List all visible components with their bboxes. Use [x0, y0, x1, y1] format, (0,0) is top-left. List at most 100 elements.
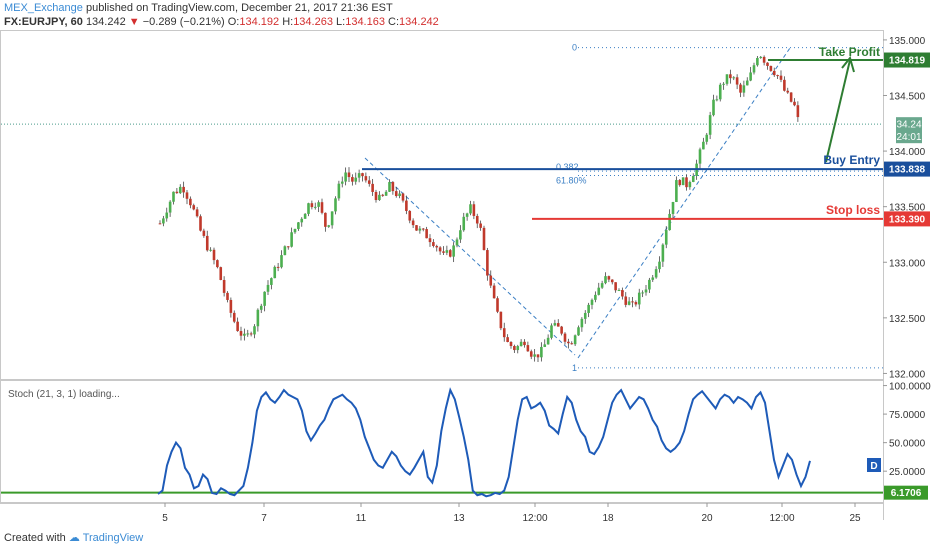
- candle-body: [745, 80, 749, 86]
- candle-body: [293, 228, 297, 233]
- candle-body: [762, 56, 766, 63]
- stoch-axis: 100.0000 75.0000 50.0000 25.0000: [883, 382, 931, 478]
- close-label: C:: [388, 16, 400, 28]
- tradingview-brand-link[interactable]: TradingView: [82, 532, 144, 544]
- candle-body: [219, 267, 223, 280]
- time-axis: 5 7 11 13 12:00 18 20 12:00 25: [162, 503, 861, 524]
- main-pane-frame: [0, 30, 884, 380]
- candle-body: [688, 181, 692, 188]
- candle-body: [691, 175, 695, 182]
- price-tick-label: 132.000: [889, 369, 926, 380]
- candle-body: [475, 215, 479, 224]
- candle-body: [192, 205, 196, 210]
- candle-body: [411, 220, 415, 226]
- candle-body: [654, 269, 658, 278]
- candle-body: [172, 191, 175, 202]
- target-arrow[interactable]: [825, 55, 855, 163]
- open-value: 134.192: [239, 16, 280, 28]
- candle-body: [253, 326, 256, 335]
- candle-body: [273, 266, 277, 279]
- last-price-text: 134.242: [85, 16, 126, 28]
- fib-label-0382: 0.382: [556, 162, 579, 172]
- chart-header: MEX_Exchange published on TradingView.co…: [0, 0, 932, 30]
- candle-body: [722, 83, 725, 85]
- candle-body: [297, 222, 300, 229]
- candle-body: [182, 186, 185, 193]
- candle-body: [729, 74, 732, 79]
- price-tick-label: 135.000: [889, 36, 926, 47]
- candle-body: [735, 77, 739, 85]
- candle-body: [361, 173, 364, 177]
- candle-body: [637, 292, 641, 305]
- candle-body: [702, 141, 705, 150]
- candle-body: [401, 193, 405, 201]
- stoch-d-label: D: [870, 461, 877, 472]
- candle-body: [560, 326, 563, 334]
- candle-body: [759, 56, 763, 59]
- stop-loss-price: 133.390: [889, 214, 926, 225]
- stoch-tick-label: 25.0000: [889, 467, 926, 478]
- candle-body: [472, 204, 476, 216]
- candle-body: [648, 279, 651, 290]
- price-axis: 135.000 134.500 134.000 133.500 133.000 132.5…: [883, 36, 926, 380]
- candle-body: [347, 172, 351, 178]
- buy-entry-price: 133.838: [889, 165, 926, 176]
- candle-body: [266, 284, 270, 292]
- stoch-pane-frame: [0, 380, 884, 503]
- low-value: 134.163: [345, 16, 385, 28]
- candle-body: [577, 327, 580, 336]
- candle-body: [303, 213, 307, 219]
- candle-body: [158, 223, 162, 225]
- candle-body: [263, 291, 266, 306]
- low-label: L:: [336, 16, 346, 28]
- price-tick-label: 133.000: [889, 258, 926, 269]
- candlestick-series: [158, 55, 800, 362]
- candle-body: [236, 321, 239, 332]
- candle-body: [178, 186, 182, 194]
- candle-body: [526, 345, 530, 352]
- candle-body: [769, 65, 773, 71]
- candle-body: [313, 206, 317, 208]
- time-tick-label: 12:00: [769, 513, 794, 524]
- candle-body: [418, 228, 422, 231]
- candle-body: [600, 283, 604, 288]
- stoch-d-badge[interactable]: D: [867, 458, 881, 472]
- candle-body: [516, 346, 520, 351]
- candle-body: [772, 70, 776, 76]
- candle-body: [384, 191, 388, 196]
- candle-body: [280, 255, 283, 268]
- candle-body: [162, 218, 165, 224]
- candle-body: [583, 312, 587, 319]
- candle-body: [756, 58, 759, 66]
- candle-body: [374, 191, 378, 201]
- candle-body: [394, 191, 398, 196]
- candle-body: [681, 177, 685, 186]
- candle-body: [732, 77, 736, 79]
- candle-body: [209, 249, 212, 251]
- candle-body: [502, 328, 506, 338]
- candle-body: [533, 354, 536, 357]
- candle-body: [290, 232, 293, 247]
- candle-body: [509, 342, 513, 347]
- candle-body: [570, 343, 574, 345]
- candle-body: [351, 177, 354, 182]
- candle-body: [378, 194, 381, 201]
- publisher-link[interactable]: MEX_Exchange: [4, 2, 83, 14]
- candle-body: [489, 275, 493, 286]
- price-tick-label: 132.500: [889, 314, 926, 325]
- candle-body: [607, 276, 611, 280]
- stop-loss-price-tag: 133.390: [884, 211, 930, 227]
- candle-body: [529, 351, 533, 357]
- candle-body: [540, 346, 543, 358]
- footer: Created with ☁ TradingView: [4, 531, 143, 544]
- fib-retracement[interactable]: 0 1 0.382 61.80%: [556, 43, 883, 373]
- candle-body: [337, 183, 341, 199]
- candle-body: [462, 216, 466, 231]
- candle-body: [789, 92, 793, 102]
- candle-body: [428, 238, 432, 243]
- candle-body: [168, 201, 172, 213]
- candle-body: [340, 181, 344, 184]
- fib-trend-line: [577, 47, 791, 359]
- candle-body: [499, 311, 503, 329]
